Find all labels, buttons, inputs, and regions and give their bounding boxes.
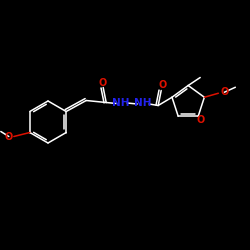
Text: O: O (4, 132, 13, 141)
Text: O: O (158, 80, 166, 90)
Text: O: O (98, 78, 106, 88)
Text: NH: NH (112, 98, 130, 108)
Text: O: O (220, 87, 228, 97)
Text: O: O (196, 115, 204, 125)
Text: NH: NH (134, 98, 152, 108)
